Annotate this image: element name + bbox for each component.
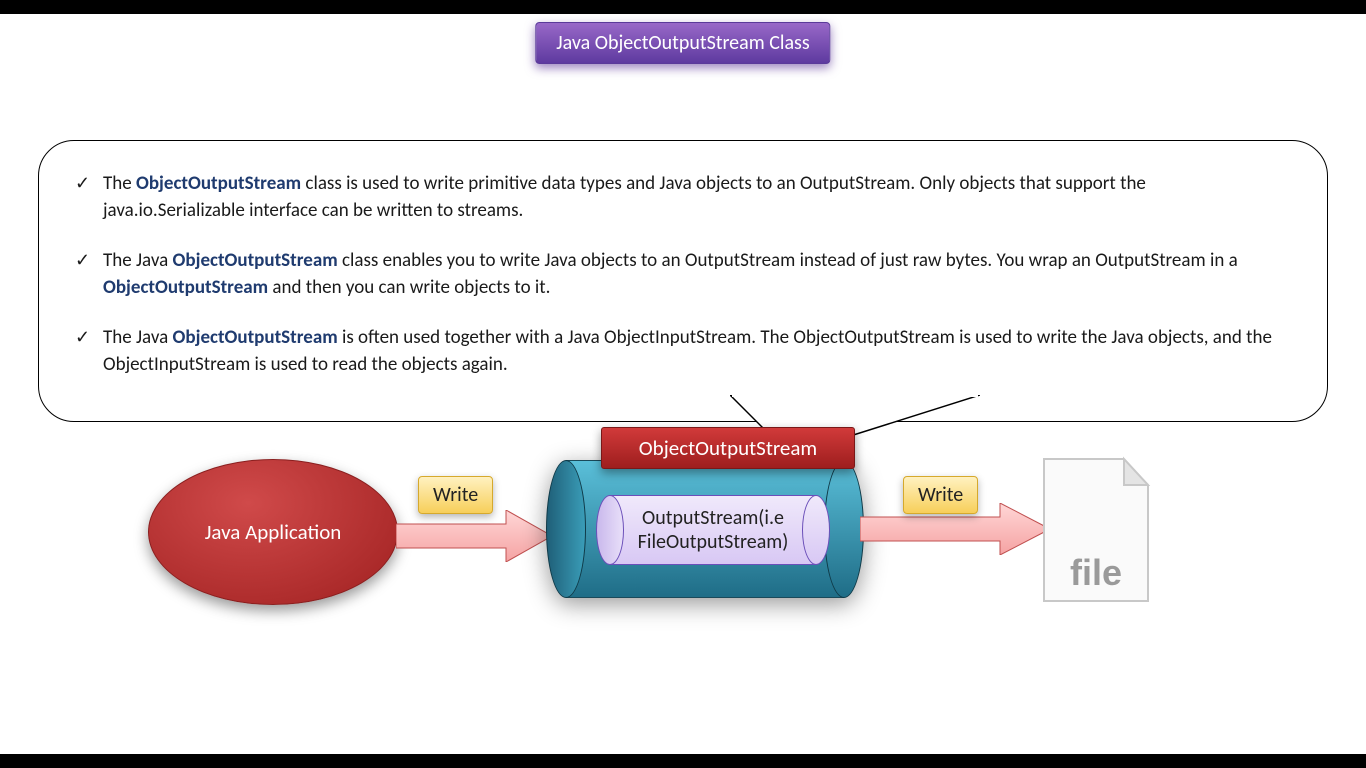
bullet-1: The ObjectOutputStream class is used to … — [75, 171, 1291, 224]
label-text: Write — [918, 483, 963, 507]
description-callout: The ObjectOutputStream class is used to … — [38, 140, 1328, 422]
text: The Java — [103, 249, 173, 272]
file-icon: file — [1036, 455, 1156, 605]
top-bar — [0, 0, 1366, 14]
arrow-1 — [396, 510, 552, 562]
write-label-1: Write — [418, 476, 493, 514]
text: class enables you to write Java objects … — [338, 249, 1238, 272]
text: and then you can write objects to it. — [268, 276, 550, 299]
java-application-node: Java Application — [148, 459, 398, 605]
label-text: ObjectOutputStream — [639, 435, 817, 461]
term: ObjectOutputStream — [136, 172, 301, 195]
ellipse-label: Java Application — [205, 519, 342, 545]
inner-cyl-line1: OutputStream(i.e — [642, 506, 784, 530]
bullet-list: The ObjectOutputStream class is used to … — [75, 171, 1291, 379]
term: ObjectOutputStream — [173, 249, 338, 272]
term: ObjectOutputStream — [103, 276, 268, 299]
bottom-bar — [0, 754, 1366, 768]
title-banner: Java ObjectOutputStream Class — [535, 22, 830, 64]
label-text: Write — [433, 483, 478, 507]
bullet-3: The Java ObjectOutputStream is often use… — [75, 325, 1291, 378]
title-text: Java ObjectOutputStream Class — [556, 31, 809, 55]
term: ObjectOutputStream — [173, 326, 338, 349]
text: The — [103, 172, 136, 195]
objectoutputstream-label: ObjectOutputStream — [601, 427, 855, 469]
file-label: file — [1070, 552, 1122, 593]
text: The Java — [103, 326, 173, 349]
inner-cyl-line2: FileOutputStream) — [638, 530, 789, 554]
write-label-2: Write — [903, 476, 978, 514]
bullet-2: The Java ObjectOutputStream class enable… — [75, 248, 1291, 301]
inner-cylinder: OutputStream(i.e FileOutputStream) — [596, 495, 830, 565]
